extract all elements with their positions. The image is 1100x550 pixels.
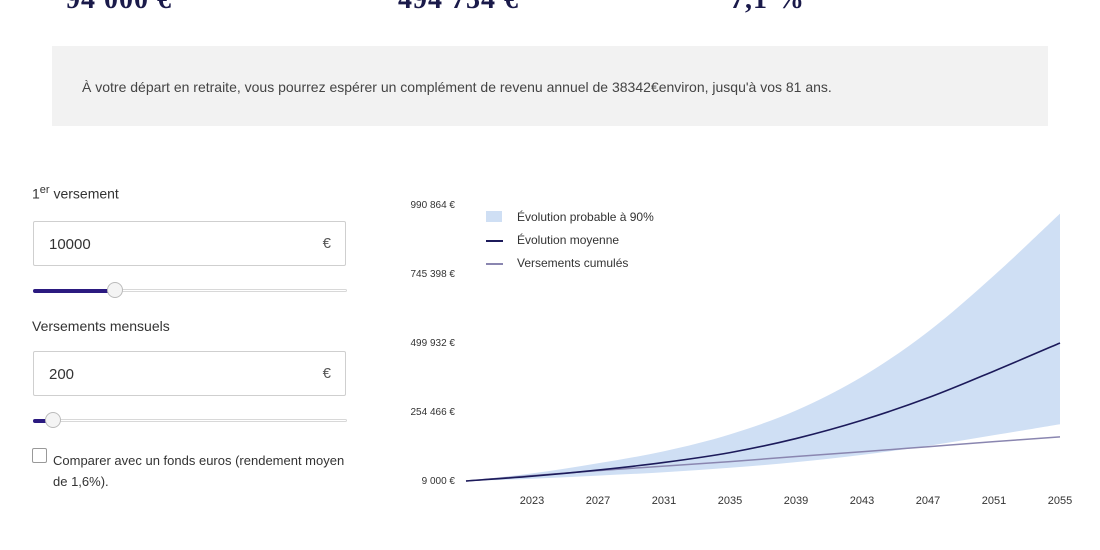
monthly-payment-value[interactable]: 200 bbox=[49, 366, 75, 383]
x-tick-label: 2027 bbox=[586, 495, 610, 507]
stat-rate: 7,1 % bbox=[730, 0, 805, 16]
y-tick-label: 254 466 € bbox=[411, 407, 456, 418]
euro-unit: € bbox=[322, 235, 331, 252]
mean-line bbox=[465, 342, 1061, 482]
first-payment-input[interactable]: 10000 € bbox=[33, 221, 346, 266]
stat-final-capital: 494 734 € bbox=[398, 0, 519, 16]
x-tick-label: 2043 bbox=[850, 495, 874, 507]
legend-label: Évolution probable à 90% bbox=[517, 209, 654, 224]
legend-swatch-band bbox=[486, 211, 502, 222]
x-tick-label: 2023 bbox=[520, 495, 544, 507]
first-payment-label: 1er versement bbox=[32, 184, 119, 202]
legend-label: Versements cumulés bbox=[517, 256, 628, 270]
legend-label: Évolution moyenne bbox=[517, 232, 619, 247]
slider-fill bbox=[33, 289, 115, 293]
first-payment-slider[interactable] bbox=[33, 282, 347, 298]
chart-legend: Évolution probable à 90% Évolution moyenn… bbox=[486, 209, 654, 270]
projection-chart: 9 000 € 254 466 € 499 932 € 745 398 € 990 86… bbox=[411, 200, 1073, 507]
x-tick-label: 2031 bbox=[652, 495, 676, 507]
y-tick-label: 499 932 € bbox=[411, 338, 456, 349]
monthly-payment-input[interactable]: 200 € bbox=[33, 351, 346, 396]
y-tick-label: 9 000 € bbox=[422, 476, 456, 487]
monthly-payment-label: Versements mensuels bbox=[32, 318, 170, 334]
stat-initial: 94 000 € bbox=[66, 0, 172, 16]
y-tick-label: 990 864 € bbox=[411, 200, 456, 211]
x-tick-label: 2039 bbox=[784, 495, 808, 507]
x-tick-label: 2047 bbox=[916, 495, 940, 507]
retirement-info-box: À votre départ en retraite, vous pourrez… bbox=[52, 46, 1048, 126]
x-tick-label: 2055 bbox=[1048, 495, 1072, 507]
slider-handle[interactable] bbox=[106, 282, 123, 298]
slider-fill bbox=[33, 419, 54, 423]
retirement-info-text: À votre départ en retraite, vous pourrez… bbox=[82, 79, 832, 95]
first-payment-value[interactable]: 10000 bbox=[49, 236, 91, 253]
x-tick-label: 2051 bbox=[982, 495, 1006, 507]
x-tick-label: 2035 bbox=[718, 495, 742, 507]
slider-handle[interactable] bbox=[45, 412, 62, 428]
slider-track[interactable] bbox=[33, 419, 347, 422]
monthly-payment-slider[interactable] bbox=[33, 412, 347, 428]
compare-euro-fund-label[interactable]: Comparer avec un fonds euros (rendement … bbox=[53, 453, 345, 489]
band-area bbox=[466, 213, 1060, 481]
euro-unit: € bbox=[322, 365, 331, 382]
compare-euro-fund-checkbox[interactable] bbox=[32, 448, 47, 463]
y-tick-label: 745 398 € bbox=[411, 269, 456, 280]
